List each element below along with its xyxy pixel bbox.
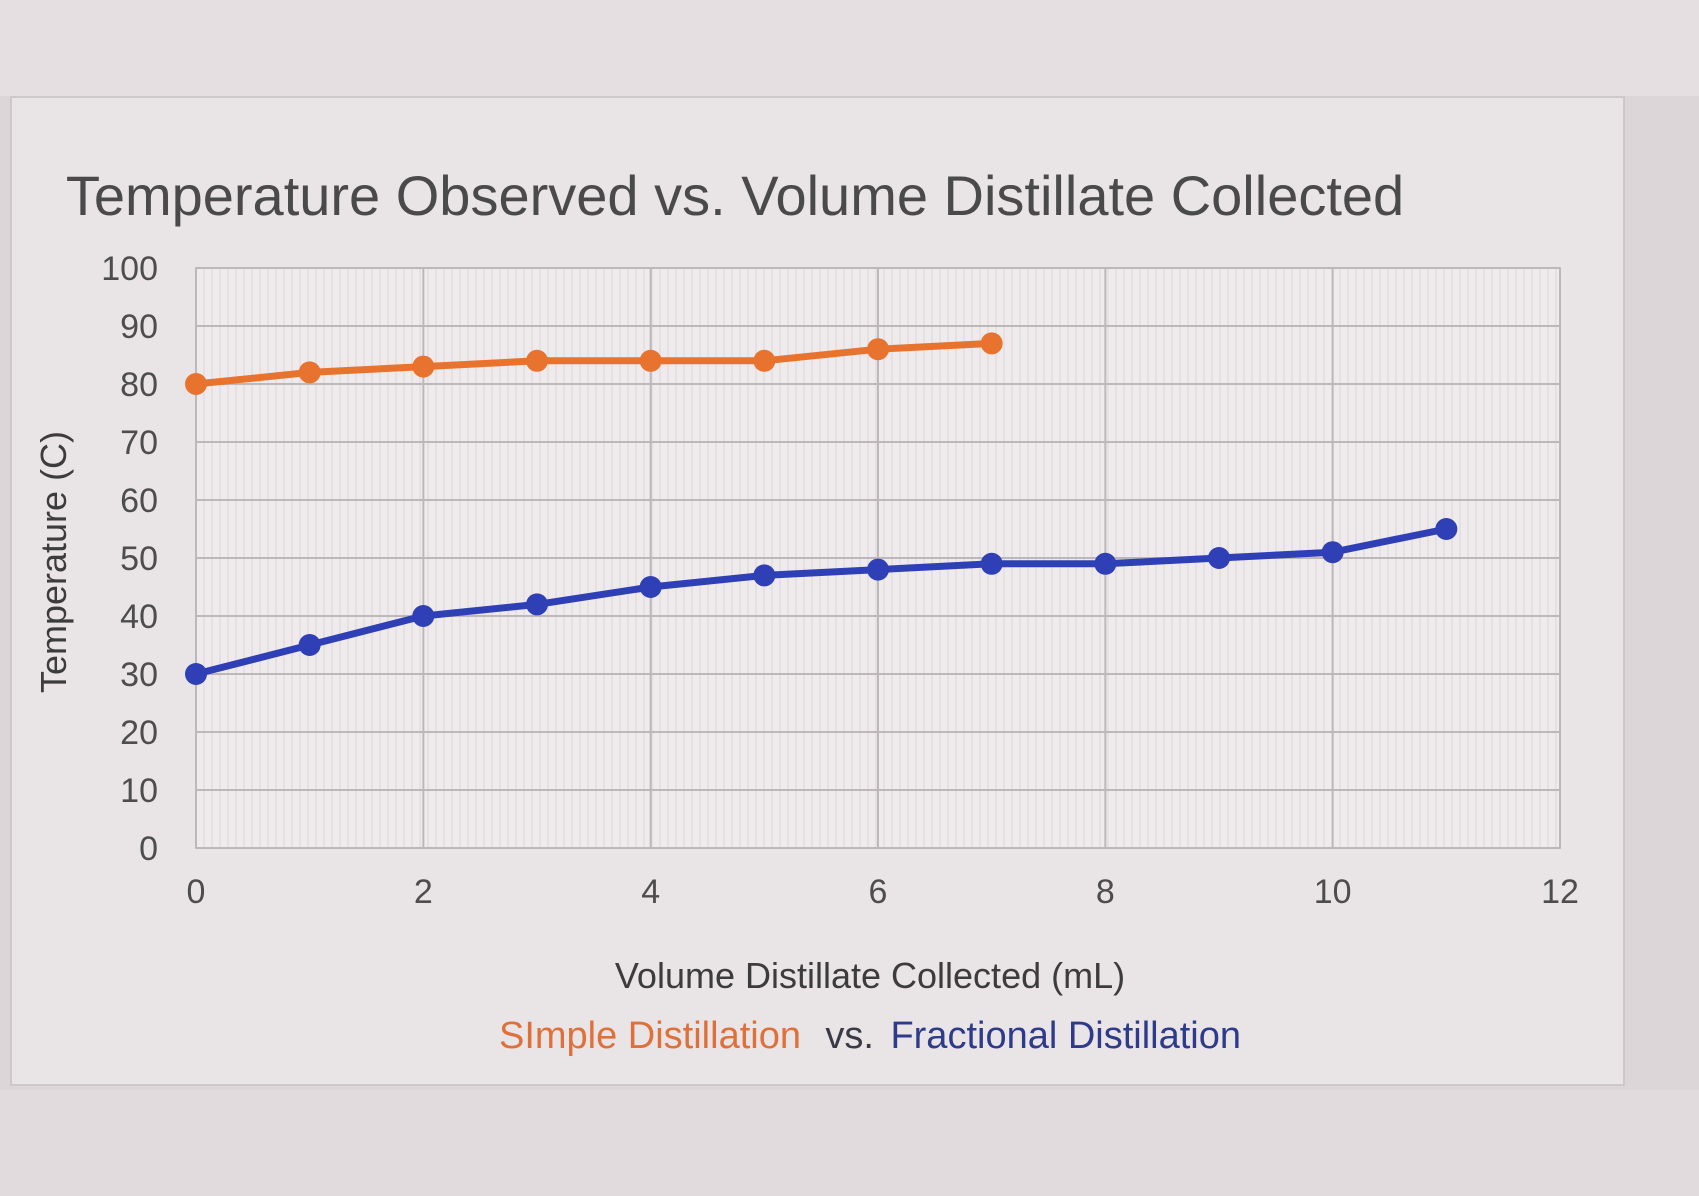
series-0-point xyxy=(753,349,776,372)
screen-background xyxy=(0,0,1699,96)
series-1-point xyxy=(412,605,435,627)
series-1-point xyxy=(1435,518,1458,540)
x-tick-label: 4 xyxy=(641,873,660,911)
series-0-point xyxy=(412,355,435,378)
series-layer xyxy=(185,332,1458,685)
y-tick-label: 0 xyxy=(139,830,158,868)
series-0-point xyxy=(185,373,207,395)
series-1-point xyxy=(753,564,776,587)
series-1-line xyxy=(192,525,1450,678)
y-tick-label: 100 xyxy=(101,250,158,288)
x-tick-label: 6 xyxy=(869,873,888,911)
y-tick-label: 10 xyxy=(120,772,158,810)
series-1-point xyxy=(980,552,1003,575)
x-tick-label: 12 xyxy=(1541,873,1579,911)
legend: SImple Distillation vs. Fractional Disti… xyxy=(499,1015,1241,1057)
y-tick-label: 60 xyxy=(120,482,158,520)
y-tick-label: 50 xyxy=(120,540,158,578)
y-tick-label: 70 xyxy=(120,424,158,462)
series-1-point xyxy=(185,663,207,685)
y-tick-label: 30 xyxy=(120,656,158,694)
x-axis-label: Volume Distillate Collected (mL) xyxy=(615,955,1125,996)
series-1-point xyxy=(1094,552,1117,575)
screen-bottom xyxy=(0,1090,1699,1196)
series-1-point xyxy=(1208,547,1230,569)
legend-separator: vs. xyxy=(825,1015,874,1057)
series-0-point xyxy=(526,349,548,372)
x-tick-label: 0 xyxy=(187,873,206,911)
x-tick-label: 2 xyxy=(414,873,433,911)
y-tick-label: 40 xyxy=(120,598,158,636)
series-1-point xyxy=(639,576,662,598)
chart-title: Temperature Observed vs. Volume Distilla… xyxy=(66,164,1404,227)
y-tick-label: 90 xyxy=(120,308,158,346)
series-0-point xyxy=(980,332,1003,355)
series-1-point xyxy=(1321,541,1344,564)
series-0-point xyxy=(639,349,662,372)
axis-layer: 0 10 20 30 40 50 60 70 80 90 100 0 2 4 6 8 10 12 xyxy=(101,250,1579,911)
series-0-line xyxy=(192,339,996,388)
legend-fractional-distillation: Fractional Distillation xyxy=(890,1015,1241,1057)
series-0-point xyxy=(867,338,889,361)
y-tick-label: 20 xyxy=(120,714,158,752)
y-axis-label: Temperature (C) xyxy=(33,431,74,693)
x-tick-label: 8 xyxy=(1096,873,1115,911)
x-tick-label: 10 xyxy=(1314,873,1352,911)
legend-simple-distillation: SImple Distillation xyxy=(499,1015,801,1057)
series-1-point xyxy=(526,593,548,616)
series-1-point xyxy=(867,558,889,581)
series-0-point xyxy=(298,361,321,384)
y-tick-label: 80 xyxy=(120,366,158,404)
series-1-point xyxy=(298,634,321,656)
